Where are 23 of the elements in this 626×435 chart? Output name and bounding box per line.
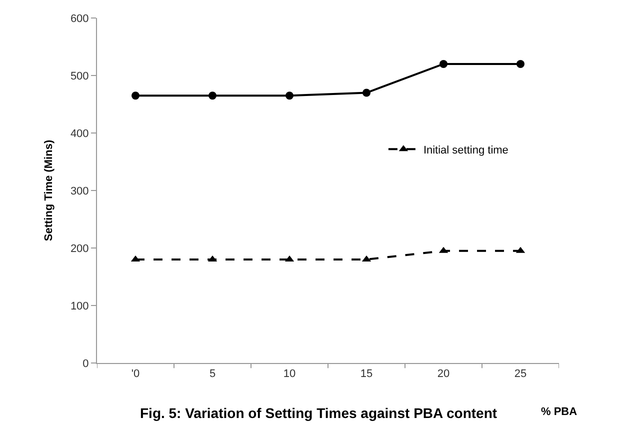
y-tick-label: 500 — [70, 70, 89, 82]
point — [208, 92, 216, 100]
y-axis-title: Setting Time (Mins) — [43, 140, 56, 242]
point — [440, 60, 448, 68]
x-tick-label: 5 — [209, 368, 216, 380]
point — [362, 88, 370, 97]
caption: Fig. 5: Variation of Setting Times against PBA content — [140, 405, 498, 421]
x-tick-label: '0 — [131, 368, 140, 380]
y-tick-label: 0 — [82, 358, 89, 370]
x-axis-title: % PBA — [541, 406, 578, 418]
x-tick-label: 10 — [283, 368, 296, 380]
point — [286, 92, 294, 100]
y-tick-label: 300 — [70, 185, 89, 198]
legend-label: Initial setting time — [423, 144, 508, 156]
x-tick-label: 25 — [514, 368, 527, 380]
y-tick-label: 400 — [70, 128, 89, 140]
point — [516, 60, 524, 68]
y-tick-label: 200 — [70, 242, 89, 255]
y-tick-label: 600 — [70, 12, 89, 25]
x-tick-label: 15 — [360, 368, 373, 380]
x-tick-label: 20 — [437, 368, 450, 380]
y-tick-label: 100 — [70, 300, 89, 312]
point — [132, 92, 140, 100]
